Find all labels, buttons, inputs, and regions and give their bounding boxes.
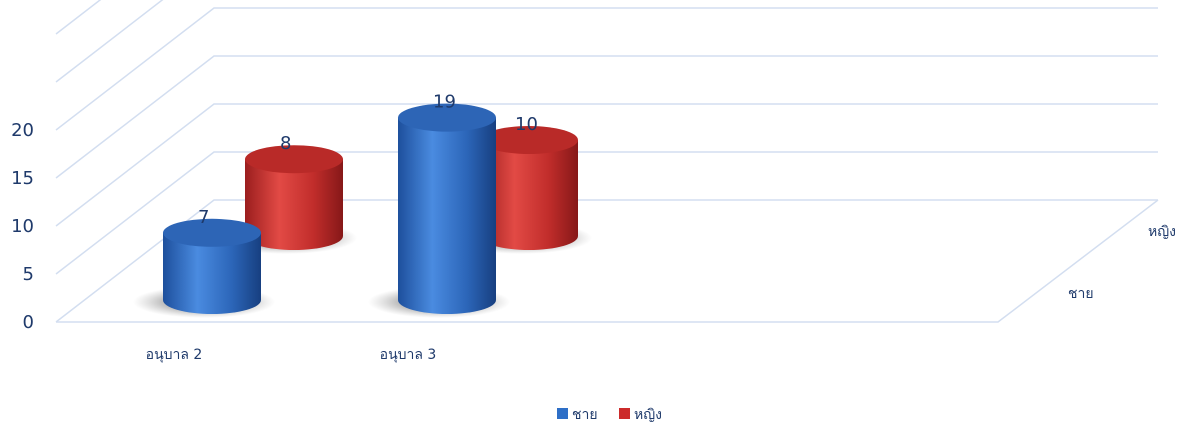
category-labels: อนุบาล 2 อนุบาล 3 (146, 347, 437, 363)
depth-axis-label: หญิง (1148, 224, 1176, 240)
y-tick-label: 0 (23, 312, 34, 333)
y-axis-ticks: 0 5 10 15 20 (11, 120, 34, 333)
gridline (55, 7, 1158, 131)
floor-edge (56, 199, 1159, 323)
bar-chai-2: 19 (368, 92, 510, 318)
bar-ying-1: 8 (215, 133, 357, 254)
data-label: 19 (433, 92, 456, 113)
legend-swatch (619, 408, 630, 419)
bar-top (480, 126, 578, 154)
bar-body (480, 140, 578, 250)
bar-body (398, 117, 496, 314)
y-tick-label: 5 (23, 264, 34, 285)
bar-body (245, 159, 343, 250)
y-tick-label: 20 (11, 120, 34, 141)
depth-axis-label: ชาย (1068, 286, 1094, 302)
gridline (55, 103, 1158, 227)
bar-top (163, 218, 261, 247)
data-label: 10 (515, 114, 538, 135)
legend-label: ชาย (572, 407, 598, 423)
bar-chai-1: 7 (133, 207, 275, 318)
bars: 8 10 7 19 (133, 92, 592, 318)
data-label: 8 (280, 133, 291, 154)
bar-top (398, 103, 496, 132)
bar-body (163, 232, 261, 314)
category-label: อนุบาล 2 (146, 347, 203, 363)
legend: ชาย หญิง (557, 407, 662, 423)
data-label: 7 (198, 207, 209, 228)
category-label: อนุบาล 3 (380, 347, 437, 363)
legend-swatch (557, 408, 568, 419)
gridline (55, 199, 1158, 323)
gridlines (55, 0, 1159, 323)
y-tick-label: 15 (11, 168, 34, 189)
y-tick-label: 10 (11, 216, 34, 237)
gridline (55, 151, 1158, 275)
depth-axis-labels: ชาย หญิง (1068, 224, 1176, 302)
gridline (55, 0, 102, 35)
gridline (55, 0, 164, 83)
legend-label: หญิง (634, 407, 662, 423)
gridline (55, 55, 1158, 179)
bar-top (245, 145, 343, 174)
